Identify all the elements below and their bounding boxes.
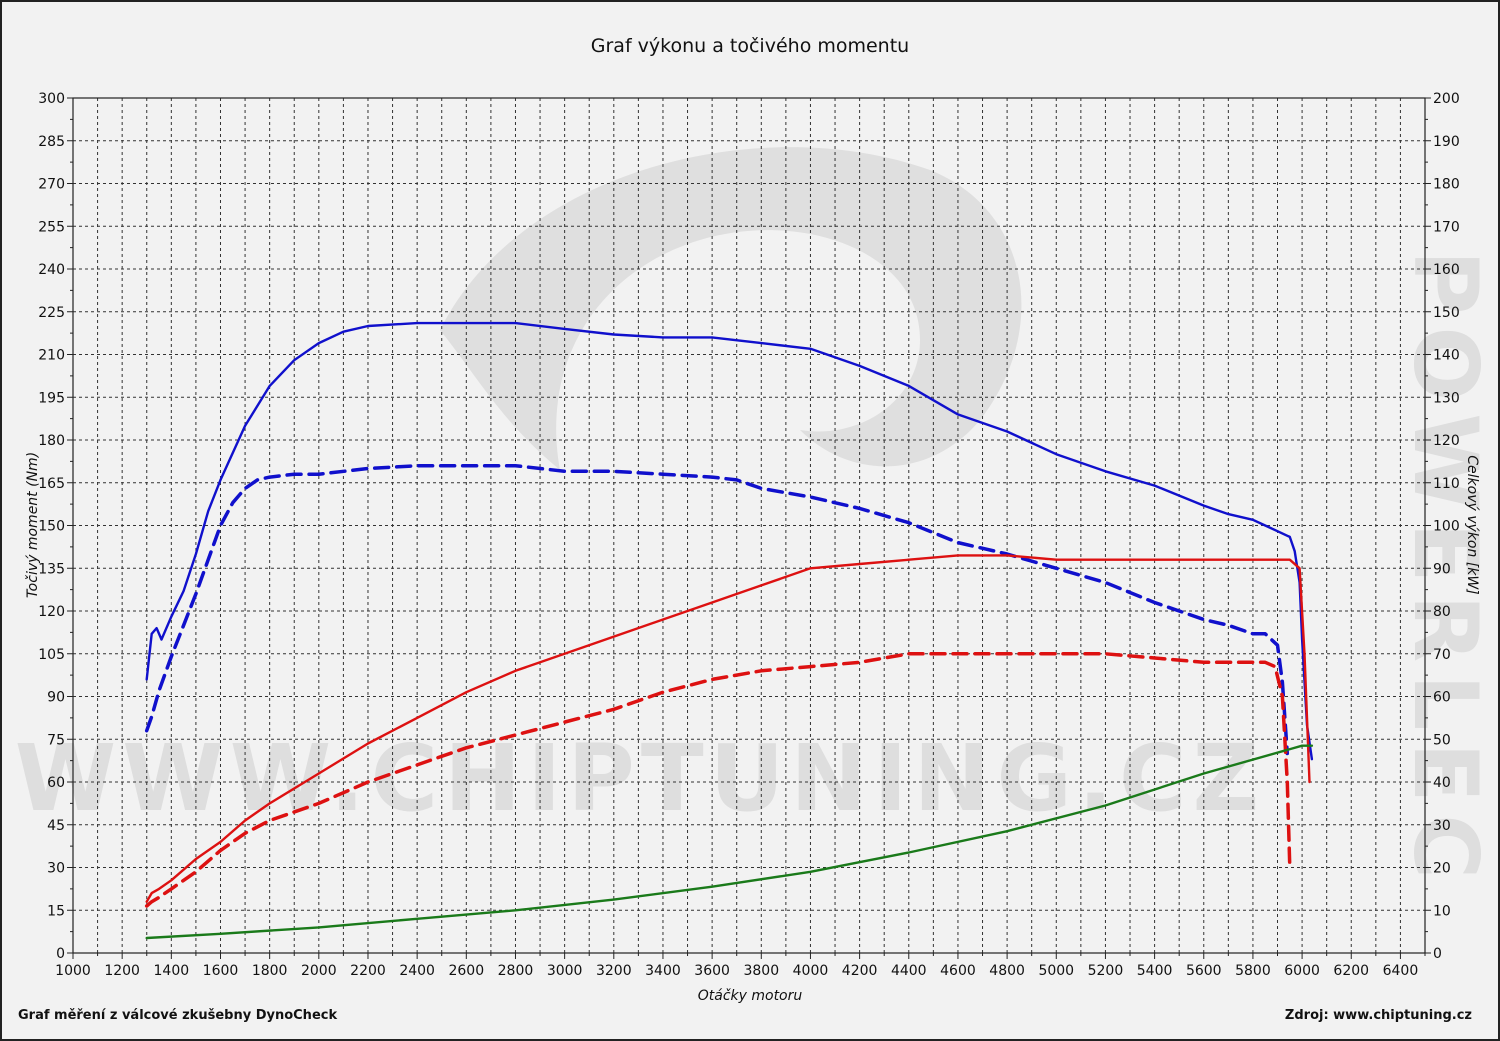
x-tick-label: 4400 xyxy=(891,963,927,979)
y-left-tick-label: 15 xyxy=(47,903,65,919)
x-tick-label: 4800 xyxy=(989,963,1025,979)
x-tick-label: 3400 xyxy=(645,963,681,979)
watermark: WWW.CHIPTUNING.CZ POWERLEC POWERLEC xyxy=(15,147,1497,891)
x-tick-label: 3800 xyxy=(743,963,779,979)
y-right-tick-label: 40 xyxy=(1433,775,1451,791)
watermark-brand-right: POWERLEC xyxy=(1394,250,1497,891)
y-right-tick-label: 160 xyxy=(1433,262,1460,278)
y-right-tick-label: 80 xyxy=(1433,604,1451,620)
footer-source-note: Graf měření z válcové zkušebny DynoCheck xyxy=(18,1008,337,1023)
x-tick-label: 5200 xyxy=(1088,963,1124,979)
y-left-tick-label: 60 xyxy=(47,775,65,791)
y-left-tick-label: 45 xyxy=(47,818,65,834)
y-right-tick-label: 90 xyxy=(1433,561,1451,577)
y-left-tick-label: 195 xyxy=(38,390,65,406)
y-right-tick-label: 130 xyxy=(1433,390,1460,406)
y-right-tick-label: 20 xyxy=(1433,861,1451,877)
y-left-tick-label: 225 xyxy=(38,305,65,321)
y-left-tick-label: 285 xyxy=(38,134,65,150)
y-right-tick-label: 10 xyxy=(1433,903,1451,919)
y-right-tick-label: 70 xyxy=(1433,647,1451,663)
axes xyxy=(67,97,1431,959)
x-tick-label: 1000 xyxy=(55,963,91,979)
y-left-tick-label: 0 xyxy=(56,946,65,962)
y-right-tick-label: 200 xyxy=(1433,91,1460,107)
x-tick-label: 1800 xyxy=(252,963,288,979)
series xyxy=(144,321,1314,940)
y-right-tick-label: 190 xyxy=(1433,134,1460,150)
x-tick-label: 2400 xyxy=(399,963,435,979)
y-left-tick-label: 30 xyxy=(47,861,65,877)
y-left-tick-label: 150 xyxy=(38,519,65,535)
logo-mark-icon xyxy=(440,147,1022,470)
y-right-axis-label: Celkový výkon [kW] xyxy=(1464,455,1480,594)
y-left-tick-label: 240 xyxy=(38,262,65,278)
x-tick-label: 3600 xyxy=(694,963,730,979)
x-tick-label: 5000 xyxy=(1038,963,1074,979)
y-right-tick-label: 120 xyxy=(1433,433,1460,449)
drag-loss-line xyxy=(145,744,1314,940)
torque-tuned-line xyxy=(145,321,1314,761)
x-tick-label: 6400 xyxy=(1383,963,1419,979)
y-right-tick-label: 50 xyxy=(1433,732,1451,748)
x-tick-label: 5600 xyxy=(1186,963,1222,979)
x-tick-label: 4600 xyxy=(940,963,976,979)
y-right-tick-label: 0 xyxy=(1433,946,1442,962)
x-tick-label: 1200 xyxy=(104,963,140,979)
y-right-tick-label: 30 xyxy=(1433,818,1451,834)
y-left-tick-labels: 0 15 30 45 60 75 90 105 120 135 150 165 180 195 210 225… xyxy=(38,91,65,962)
y-right-tick-label: 100 xyxy=(1433,519,1460,535)
y-right-tick-label: 60 xyxy=(1433,690,1451,706)
plot-border xyxy=(72,97,1426,954)
x-tick-labels: 1000 1200 1400 1600 1800 2000 2200 2400 2600 2800… xyxy=(55,963,1418,979)
x-tick-label: 1600 xyxy=(203,963,239,979)
y-left-tick-label: 300 xyxy=(38,91,65,107)
power-stock-line xyxy=(144,652,1292,908)
y-left-tick-label: 105 xyxy=(38,647,65,663)
y-left-tick-label: 90 xyxy=(47,690,65,706)
x-tick-label: 2800 xyxy=(498,963,534,979)
x-tick-label: 5400 xyxy=(1137,963,1173,979)
x-tick-label: 2600 xyxy=(448,963,484,979)
y-left-tick-label: 210 xyxy=(38,348,65,364)
y-right-tick-label: 170 xyxy=(1433,219,1460,235)
torque-stock-line xyxy=(144,463,1290,756)
watermark-site: WWW.CHIPTUNING.CZ xyxy=(15,725,1265,832)
x-tick-label: 2200 xyxy=(350,963,386,979)
x-axis-label: Otáčky motoru xyxy=(698,988,803,1004)
grid xyxy=(73,97,1425,953)
y-left-tick-label: 255 xyxy=(38,219,65,235)
y-left-tick-label: 180 xyxy=(38,433,65,449)
y-left-tick-label: 165 xyxy=(38,476,65,492)
x-tick-label: 4000 xyxy=(793,963,829,979)
x-tick-label: 3200 xyxy=(596,963,632,979)
chart-title: Graf výkonu a točivého momentu xyxy=(591,35,909,57)
y-right-tick-labels: 0 10 20 30 40 50 60 70 80 90 100 110 120 130 140 150 160… xyxy=(1433,91,1460,962)
footer-credit: Zdroj: www.chiptuning.cz xyxy=(1285,1008,1472,1023)
x-tick-label: 6000 xyxy=(1284,963,1320,979)
y-right-tick-label: 140 xyxy=(1433,348,1460,364)
y-left-tick-label: 75 xyxy=(47,732,65,748)
y-left-axis-label: Točivý moment (Nm) xyxy=(25,452,41,598)
y-left-tick-label: 120 xyxy=(38,604,65,620)
y-right-tick-label: 150 xyxy=(1433,305,1460,321)
y-left-tick-label: 135 xyxy=(38,561,65,577)
x-tick-label: 6200 xyxy=(1333,963,1369,979)
y-right-tick-label: 110 xyxy=(1433,476,1460,492)
x-tick-label: 1400 xyxy=(154,963,190,979)
y-right-tick-label: 180 xyxy=(1433,177,1460,193)
power-tuned-line xyxy=(145,554,1311,903)
y-left-tick-label: 270 xyxy=(38,177,65,193)
x-tick-label: 2000 xyxy=(301,963,337,979)
x-tick-label: 5800 xyxy=(1235,963,1271,979)
x-tick-label: 3000 xyxy=(547,963,583,979)
x-tick-label: 4200 xyxy=(842,963,878,979)
